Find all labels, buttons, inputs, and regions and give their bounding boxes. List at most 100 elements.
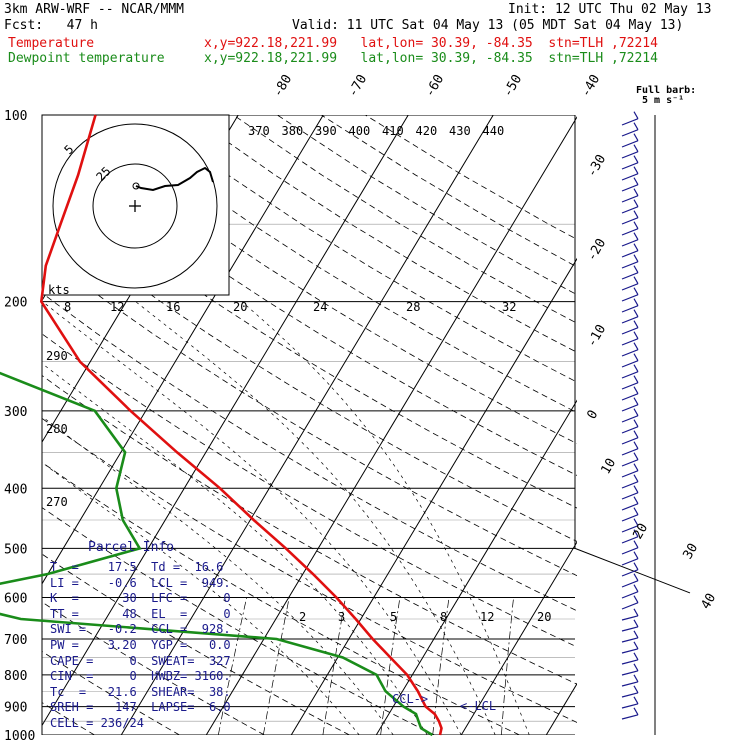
theta-label: 410	[382, 124, 404, 138]
parcel-info-row: LI = -0.6 LCL = 949.	[50, 575, 231, 590]
wind-barb	[621, 481, 639, 489]
mixing-ratio-label: 3	[338, 610, 345, 624]
wind-barb	[621, 503, 639, 511]
hodograph-start	[132, 182, 140, 190]
wind-barb-flag	[633, 122, 639, 130]
hodograph-ring-inner	[92, 163, 178, 249]
mixing-ratio-label: 2	[299, 610, 306, 624]
theta-label: 280	[46, 422, 68, 436]
wind-barb-flag	[633, 430, 639, 438]
wind-barb	[621, 261, 639, 269]
moist-adiabat	[42, 462, 360, 735]
parcel-info-row: PW = 3.20 YGP = 0.0	[50, 638, 231, 652]
wind-barb	[621, 360, 639, 368]
wind-barb-flag	[633, 652, 639, 661]
wind-barb-flag	[633, 674, 639, 683]
parcel-info-row: TT = 48 EL = 0	[50, 606, 231, 621]
wind-barb-flag	[633, 584, 639, 592]
theta-label: 440	[483, 124, 505, 138]
isotherm-label: -10	[584, 322, 609, 350]
isotherm-label: -80	[270, 72, 295, 100]
mixing-ratio-line	[262, 597, 290, 735]
wind-barb	[621, 514, 639, 522]
dry-adiabat	[42, 461, 520, 735]
wind-barb	[621, 637, 639, 643]
lcl-label: <-LCL	[460, 699, 496, 713]
dry-adiabat	[42, 553, 350, 735]
isotherm-label: -50	[500, 72, 525, 100]
wind-barb	[621, 294, 639, 302]
wind-barb-flag	[633, 386, 639, 394]
wind-barb-flag	[633, 707, 639, 716]
isotherm-label: -20	[584, 236, 609, 264]
pressure-tick-label: 100	[4, 109, 27, 124]
model-title: 3km ARW-WRF -- NCAR/MMM	[4, 2, 185, 17]
wind-barb	[621, 118, 639, 126]
parcel-info-row: CAPE = 0 SWEAT= 327	[50, 653, 231, 668]
wind-barb	[621, 437, 639, 445]
isotherm-label: -40	[578, 72, 603, 100]
mixing-ratio-line	[380, 597, 401, 735]
isotherm-line	[205, 116, 577, 735]
wind-barb	[621, 602, 639, 610]
wind-barb-flag	[633, 353, 639, 361]
wind-barb-flag	[633, 265, 639, 273]
wind-barb	[621, 580, 639, 588]
forecast-hour: Fcst: 47 h	[4, 18, 98, 33]
wind-barb	[621, 228, 639, 236]
init-time: Init: 12 UTC Thu 02 May 13	[508, 2, 712, 17]
wind-barb-flag	[633, 397, 639, 405]
parcel-info-row: K = 30 LFC = 0	[50, 591, 231, 606]
wind-barb	[621, 184, 639, 192]
temperature-location: x,y=922.18,221.99 lat,lon= 30.39, -84.35…	[204, 36, 658, 51]
wind-barb-flag	[633, 375, 639, 383]
moist-adiabat	[42, 301, 462, 735]
wind-barb-flag	[633, 540, 639, 548]
dry-adiabat	[42, 333, 577, 648]
temperature-legend: Temperature	[8, 36, 95, 51]
wind-barb-flag	[633, 155, 639, 163]
wind-barb-flag	[633, 441, 639, 449]
wind-barb-flag	[633, 452, 639, 460]
parcel-info-row: T = 17.5 Td = 16.6	[50, 560, 224, 574]
wind-barb-flag	[633, 111, 639, 119]
wind-barb-flag	[633, 243, 639, 251]
wind-barb	[621, 250, 639, 258]
parcel-info-row: SREH = 147 LAPSE= 6.0	[50, 700, 231, 715]
wind-barb	[621, 140, 639, 148]
wind-barb	[621, 195, 639, 203]
theta-label: 390	[315, 124, 337, 138]
speed-scale-label: 8	[64, 300, 71, 314]
wind-barb-flag	[633, 331, 639, 339]
mixing-ratio-line	[322, 597, 346, 735]
isotherm-line	[42, 115, 324, 585]
wind-barb	[621, 382, 639, 390]
hodograph-unit-label: kts	[48, 283, 70, 297]
wind-barb-flag	[633, 562, 639, 570]
wind-barb-flag	[633, 199, 639, 207]
wind-barb-flag	[633, 276, 639, 284]
wind-barb-flag	[633, 463, 639, 471]
wind-barb-flag	[633, 496, 639, 504]
barb-unit: 5 m s⁻¹	[642, 95, 685, 106]
mixing-ratio-label: 5	[390, 610, 397, 624]
wind-barb-flag	[633, 551, 639, 559]
speed-scale-label: 16	[166, 300, 180, 314]
wind-barb	[621, 692, 639, 698]
dry-adiabat	[42, 417, 577, 723]
wind-barb	[621, 670, 639, 676]
diagram-grid	[41, 114, 691, 735]
wind-barb-flag	[633, 630, 639, 639]
barb-note: Full barb:	[636, 85, 697, 96]
wind-barb-flag	[633, 342, 639, 350]
pressure-tick-label: 400	[4, 482, 27, 497]
isotherm-line	[375, 399, 577, 735]
wind-barb-flag	[633, 419, 639, 427]
isotherm-line	[290, 257, 577, 735]
dry-adiabat	[321, 115, 577, 268]
skew-edge	[574, 547, 691, 594]
wind-barb-flag	[633, 408, 639, 416]
wind-barb	[621, 217, 639, 225]
wind-barb	[621, 558, 639, 566]
wind-barb	[621, 206, 639, 214]
